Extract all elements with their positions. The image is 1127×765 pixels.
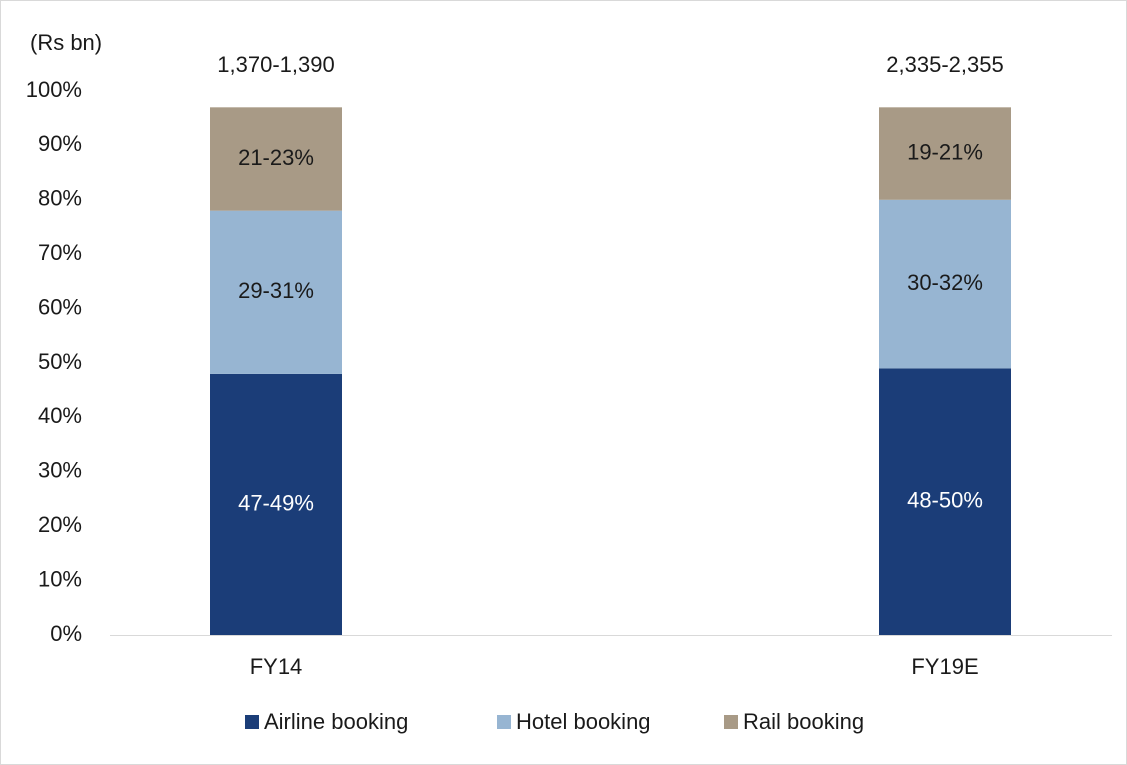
total-label: 1,370-1,390 bbox=[217, 52, 334, 77]
y-tick-label: 10% bbox=[38, 566, 82, 591]
y-tick-label: 40% bbox=[38, 403, 82, 428]
legend-swatch bbox=[245, 715, 259, 729]
bar-segment bbox=[210, 107, 342, 211]
y-tick-label: 20% bbox=[38, 512, 82, 537]
legend-label: Hotel booking bbox=[516, 709, 651, 734]
y-tick-label: 80% bbox=[38, 186, 82, 211]
y-tick-label: 100% bbox=[26, 77, 82, 102]
data-label: 21-23% bbox=[238, 145, 314, 170]
y-tick-label: 0% bbox=[50, 621, 82, 646]
x-tick-label: FY19E bbox=[911, 654, 978, 679]
y-tick-label: 90% bbox=[38, 131, 82, 156]
y-tick-label: 70% bbox=[38, 240, 82, 265]
bar-segment bbox=[879, 199, 1011, 369]
legend-label: Airline booking bbox=[264, 709, 408, 734]
y-tick-label: 60% bbox=[38, 294, 82, 319]
data-label: 47-49% bbox=[238, 490, 314, 515]
data-label: 48-50% bbox=[907, 488, 983, 513]
legend-swatch bbox=[724, 715, 738, 729]
unit-label: (Rs bn) bbox=[30, 30, 102, 55]
legend-swatch bbox=[497, 715, 511, 729]
data-label: 29-31% bbox=[238, 278, 314, 303]
data-label: 30-32% bbox=[907, 270, 983, 295]
bar-segment bbox=[879, 107, 1011, 200]
total-label: 2,335-2,355 bbox=[886, 52, 1003, 77]
y-tick-label: 30% bbox=[38, 458, 82, 483]
bar-segment bbox=[879, 368, 1011, 635]
bar-segment bbox=[210, 373, 342, 635]
bar-segment bbox=[210, 210, 342, 374]
x-tick-label: FY14 bbox=[250, 654, 303, 679]
y-tick-label: 50% bbox=[38, 349, 82, 374]
data-label: 19-21% bbox=[907, 139, 983, 164]
legend-label: Rail booking bbox=[743, 709, 864, 734]
